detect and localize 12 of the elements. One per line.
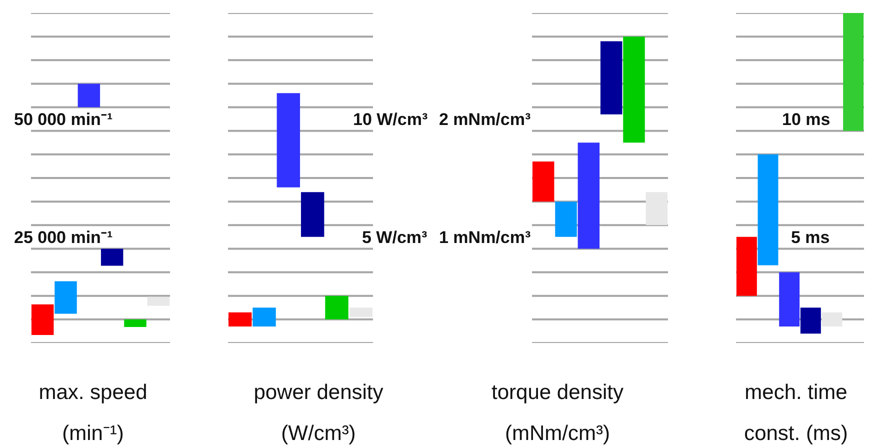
y-tick-label: 5 ms	[791, 228, 830, 247]
y-tick-label: 10 ms	[782, 110, 830, 129]
y-tick-label: 1 mNm/cm³	[439, 228, 531, 247]
y-tick-label: 10 W/cm³	[353, 110, 428, 129]
x-axis-title: power density (W/cm³)	[252, 380, 384, 447]
y-tick-label: 5 W/cm³	[362, 228, 428, 247]
x-axis-title: mech. time const. (ms)	[743, 380, 849, 447]
x-axis-title: max. speed (min⁻¹)	[38, 380, 148, 447]
y-tick-label: 50 000 min⁻¹	[14, 110, 113, 129]
y-tick-label: 25 000 min⁻¹	[14, 228, 113, 247]
x-axis-title: torque density (mNm/cm³)	[490, 380, 624, 447]
y-tick-label: 2 mNm/cm³	[439, 110, 531, 129]
